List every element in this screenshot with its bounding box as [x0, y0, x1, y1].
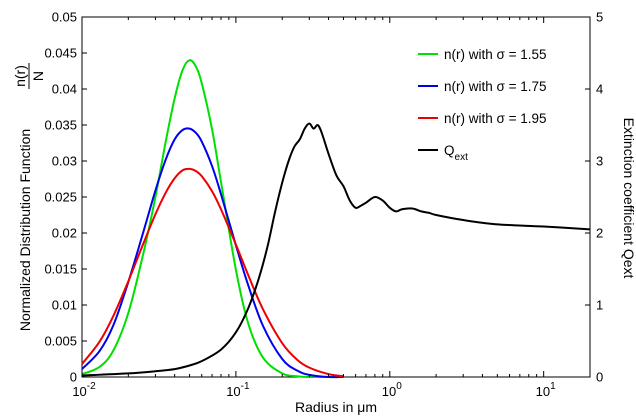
- curves: [81, 59, 591, 379]
- plot-area-border: [81, 16, 591, 378]
- y-left-tick-label: 0.05: [52, 10, 77, 25]
- y-right-tick-label: 4: [596, 82, 603, 97]
- series-line-0: [81, 59, 344, 379]
- y-left-tick-label: 0.01: [52, 298, 77, 313]
- x-axis-ticks: 10-2 10-1 100 101: [72, 17, 591, 399]
- series-line-3: [81, 122, 591, 377]
- plot-frame: [81, 16, 591, 378]
- x-tick-label: 101: [536, 381, 556, 399]
- y-left-tick-label: 0.025: [44, 190, 77, 205]
- y-left-tick-label: 0.03: [52, 154, 77, 169]
- left-axis-ticks: 0 0.005 0.01 0.015 0.02 0.025 0.03 0.035 0.04 0.0…: [44, 10, 87, 385]
- x-tick-label: 100: [382, 381, 402, 399]
- y-axis-left-label: Normalized Distribution Function n(r) N: [12, 63, 46, 331]
- legend-label-2: n(r) with σ = 1.95: [444, 111, 547, 126]
- legend: n(r) with σ = 1.55 n(r) with σ = 1.75 n(r)…: [418, 47, 547, 163]
- legend-label-3: Qext: [444, 143, 468, 163]
- y-left-tick-label: 0.02: [52, 226, 77, 241]
- x-tick-label: 10-2: [72, 381, 96, 399]
- y-axis-left-label-denominator: N: [30, 71, 46, 81]
- y-axis-left-label-text: Normalized Distribution Function: [17, 129, 33, 331]
- legend-label-0: n(r) with σ = 1.55: [444, 47, 547, 62]
- y-right-tick-label: 0: [596, 370, 603, 385]
- y-left-tick-label: 0: [70, 370, 77, 385]
- y-left-tick-label: 0.015: [44, 262, 77, 277]
- x-axis-label: Radius in μm: [295, 399, 377, 415]
- y-right-tick-label: 2: [596, 226, 603, 241]
- y-left-tick-label: 0.045: [44, 46, 77, 61]
- right-axis-ticks: 0 1 2 3 4 5: [585, 10, 603, 385]
- y-right-tick-label: 1: [596, 298, 603, 313]
- y-left-tick-label: 0.005: [44, 334, 77, 349]
- y-left-tick-label: 0.04: [52, 82, 77, 97]
- series-line-1: [81, 127, 344, 379]
- x-tick-label: 10-1: [226, 381, 250, 399]
- y-left-tick-label: 0.035: [44, 118, 77, 133]
- y-right-tick-label: 5: [596, 10, 603, 25]
- series-line-2: [81, 167, 344, 378]
- y-right-tick-label: 3: [596, 154, 603, 169]
- y-axis-left-label-numerator: n(r): [12, 65, 28, 87]
- legend-label-1: n(r) with σ = 1.75: [444, 79, 547, 94]
- y-axis-right-label: Extinction coefficient Qext: [621, 118, 636, 279]
